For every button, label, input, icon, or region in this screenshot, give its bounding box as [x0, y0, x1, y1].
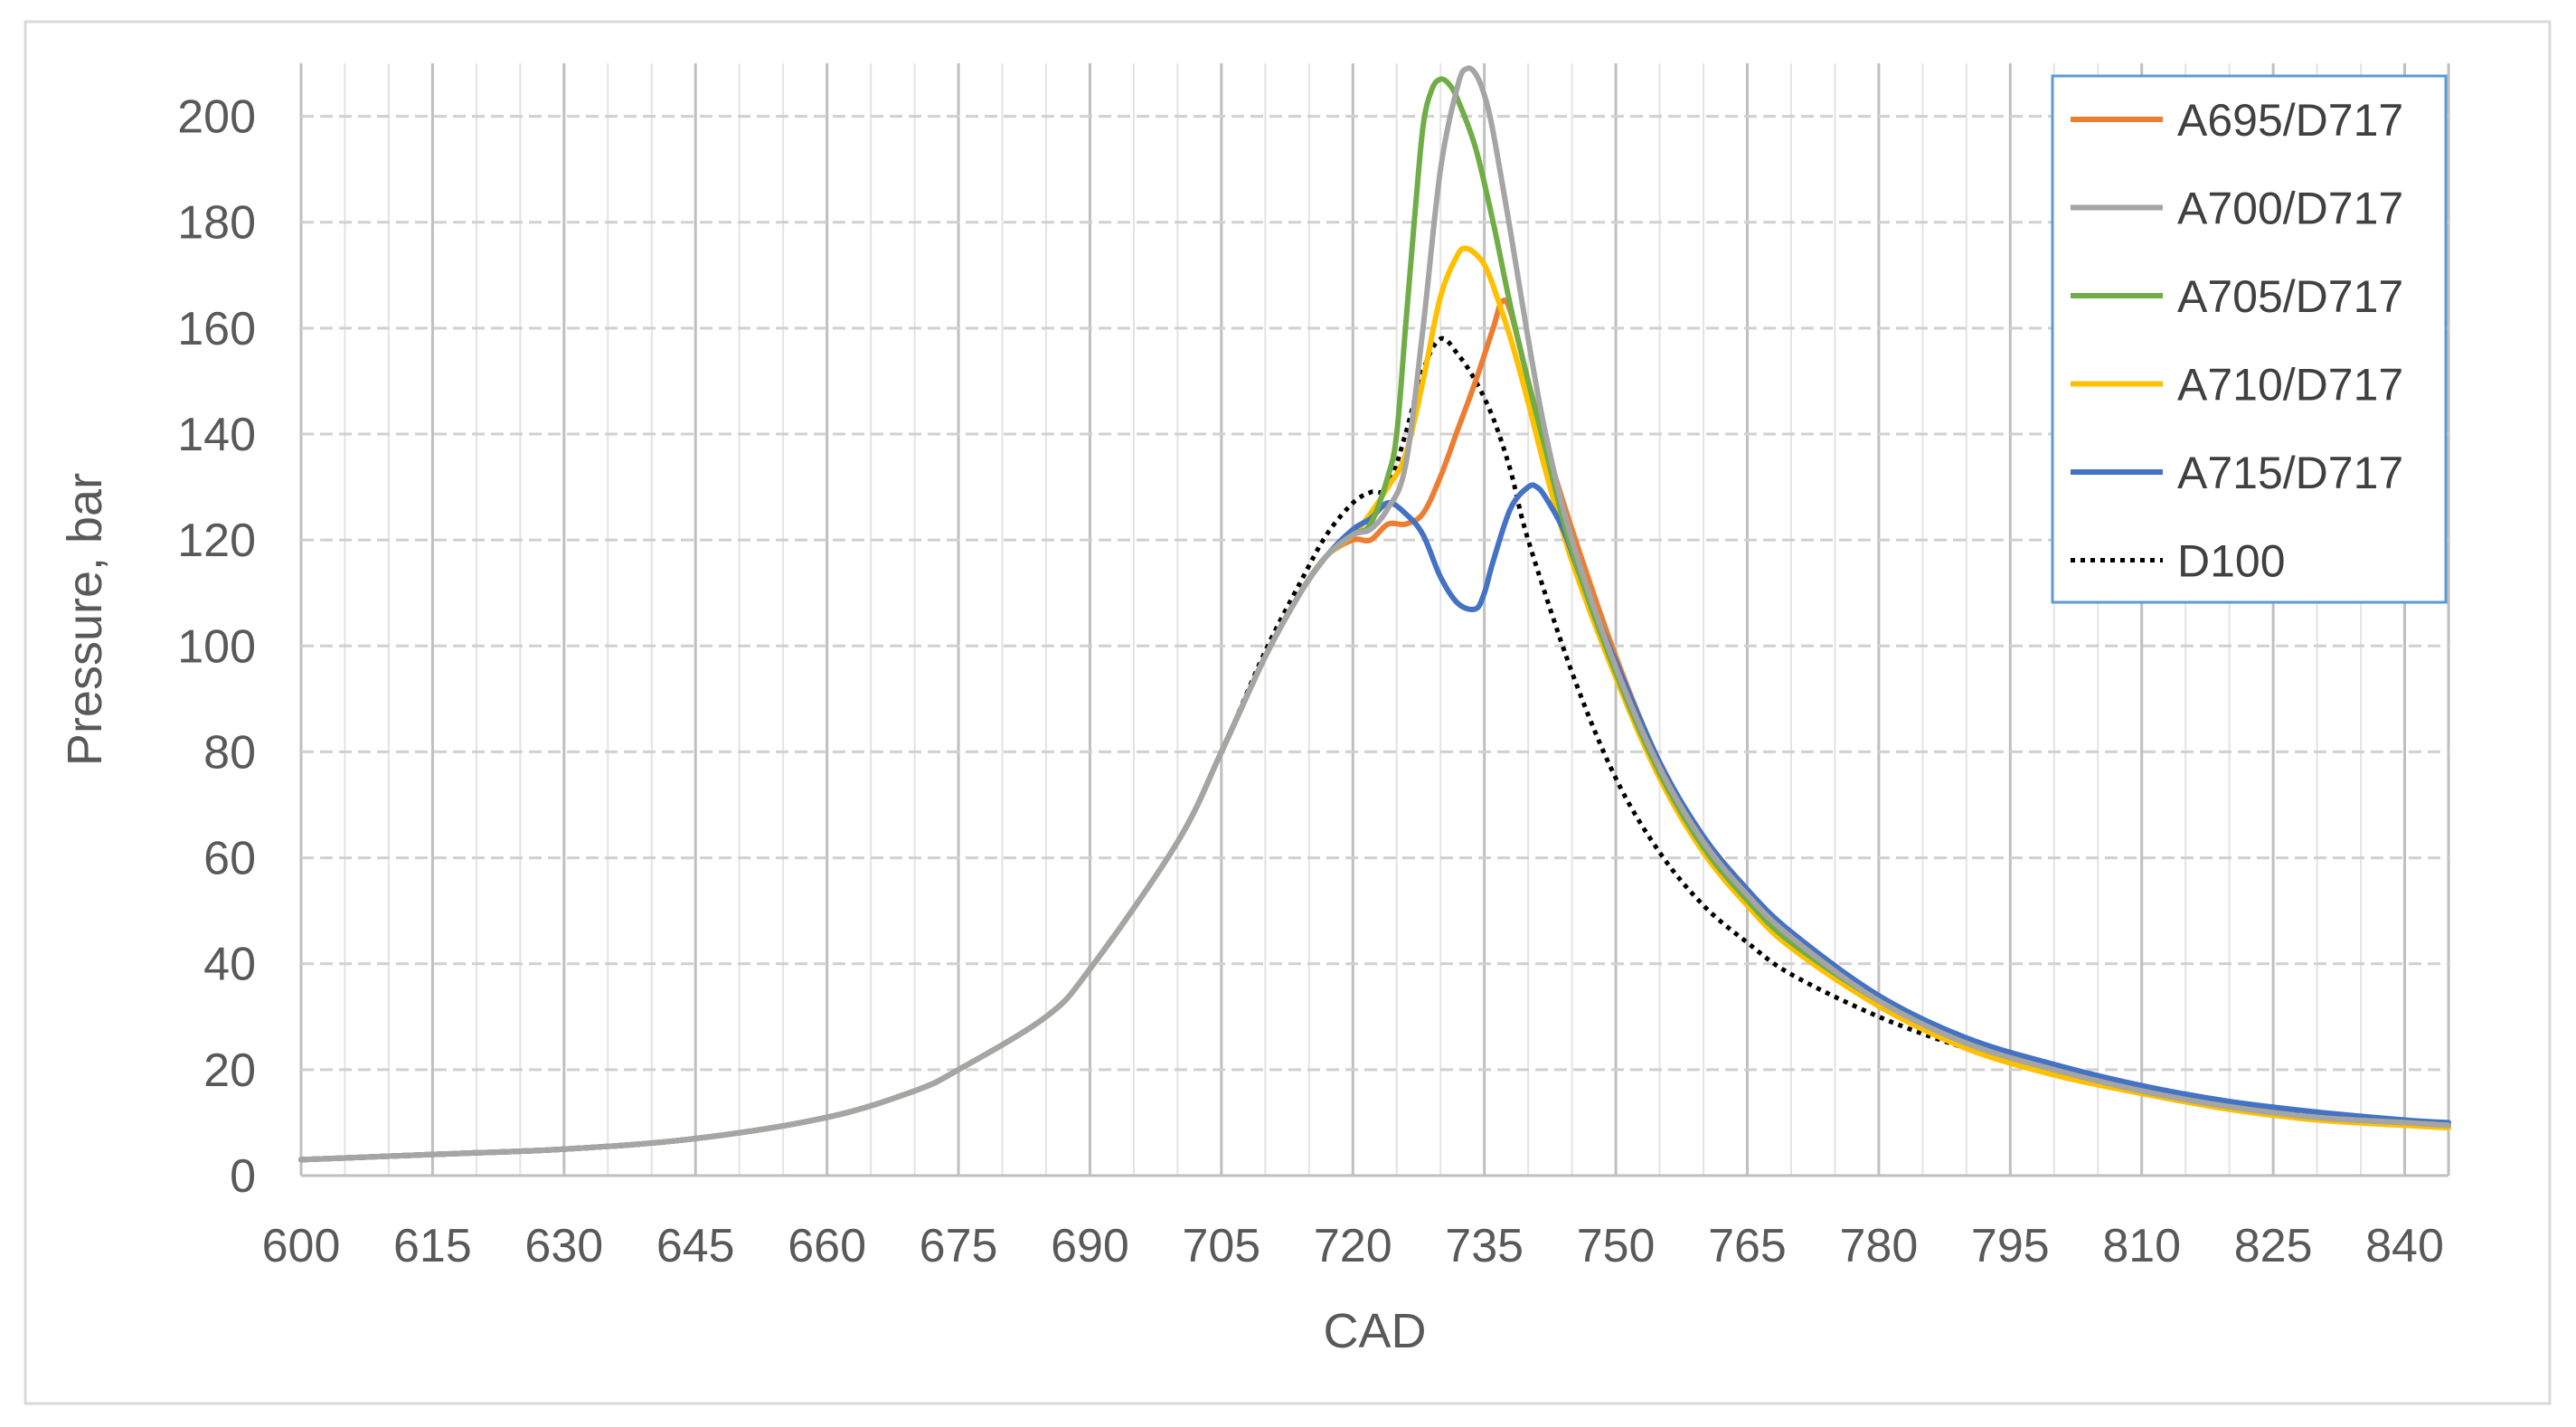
tick-labels: 600 615 630 645 660 675 690 705 720 735 750 765 780 7… [177, 91, 2444, 1272]
legend-label: A705/D717 [2177, 271, 2403, 322]
x-tick-label: 615 [393, 1220, 472, 1272]
legend-label: A715/D717 [2177, 448, 2403, 498]
x-tick-label: 690 [1051, 1220, 1129, 1272]
x-tick-label: 660 [788, 1220, 866, 1272]
legend-label: A695/D717 [2177, 95, 2403, 146]
x-tick-label: 795 [1971, 1220, 2050, 1272]
legend: A695/D717 A700/D717 A705/D717 A710/D717 A715… [2051, 74, 2448, 604]
x-tick-label: 600 [262, 1220, 341, 1272]
x-tick-label: 765 [1708, 1220, 1787, 1272]
x-tick-label: 720 [1314, 1220, 1392, 1272]
y-tick-label: 200 [177, 91, 256, 144]
y-tick-label: 100 [177, 620, 256, 673]
y-tick-label: 40 [203, 939, 256, 991]
legend-label: A710/D717 [2177, 360, 2403, 411]
series-lines [298, 65, 2451, 1163]
x-tick-label: 810 [2102, 1220, 2181, 1272]
series-line-a700-d717 [298, 65, 2451, 1163]
y-tick-label: 0 [230, 1150, 256, 1203]
x-tick-label: 675 [920, 1220, 998, 1272]
legend-label: D100 [2177, 536, 2286, 587]
y-tick-label: 80 [203, 726, 256, 779]
x-axis-title: CAD [1323, 1304, 1426, 1358]
x-tick-label: 705 [1182, 1220, 1260, 1272]
grid [299, 63, 2450, 1176]
y-tick-label: 140 [177, 409, 256, 461]
y-tick-label: 20 [203, 1044, 256, 1097]
y-tick-label: 160 [177, 303, 256, 355]
y-tick-label: 60 [203, 833, 256, 885]
y-axis-title: Pressure, bar [58, 473, 112, 766]
x-tick-label: 780 [1840, 1220, 1919, 1272]
x-tick-label: 735 [1445, 1220, 1524, 1272]
y-tick-label: 180 [177, 197, 256, 250]
legend-label: A700/D717 [2177, 184, 2403, 234]
x-tick-label: 840 [2365, 1220, 2444, 1272]
x-tick-label: 645 [656, 1220, 735, 1272]
x-tick-label: 630 [524, 1220, 603, 1272]
x-tick-label: 750 [1577, 1220, 1656, 1272]
legend-box [2051, 74, 2448, 604]
y-tick-label: 120 [177, 515, 256, 567]
x-tick-label: 825 [2234, 1220, 2313, 1272]
